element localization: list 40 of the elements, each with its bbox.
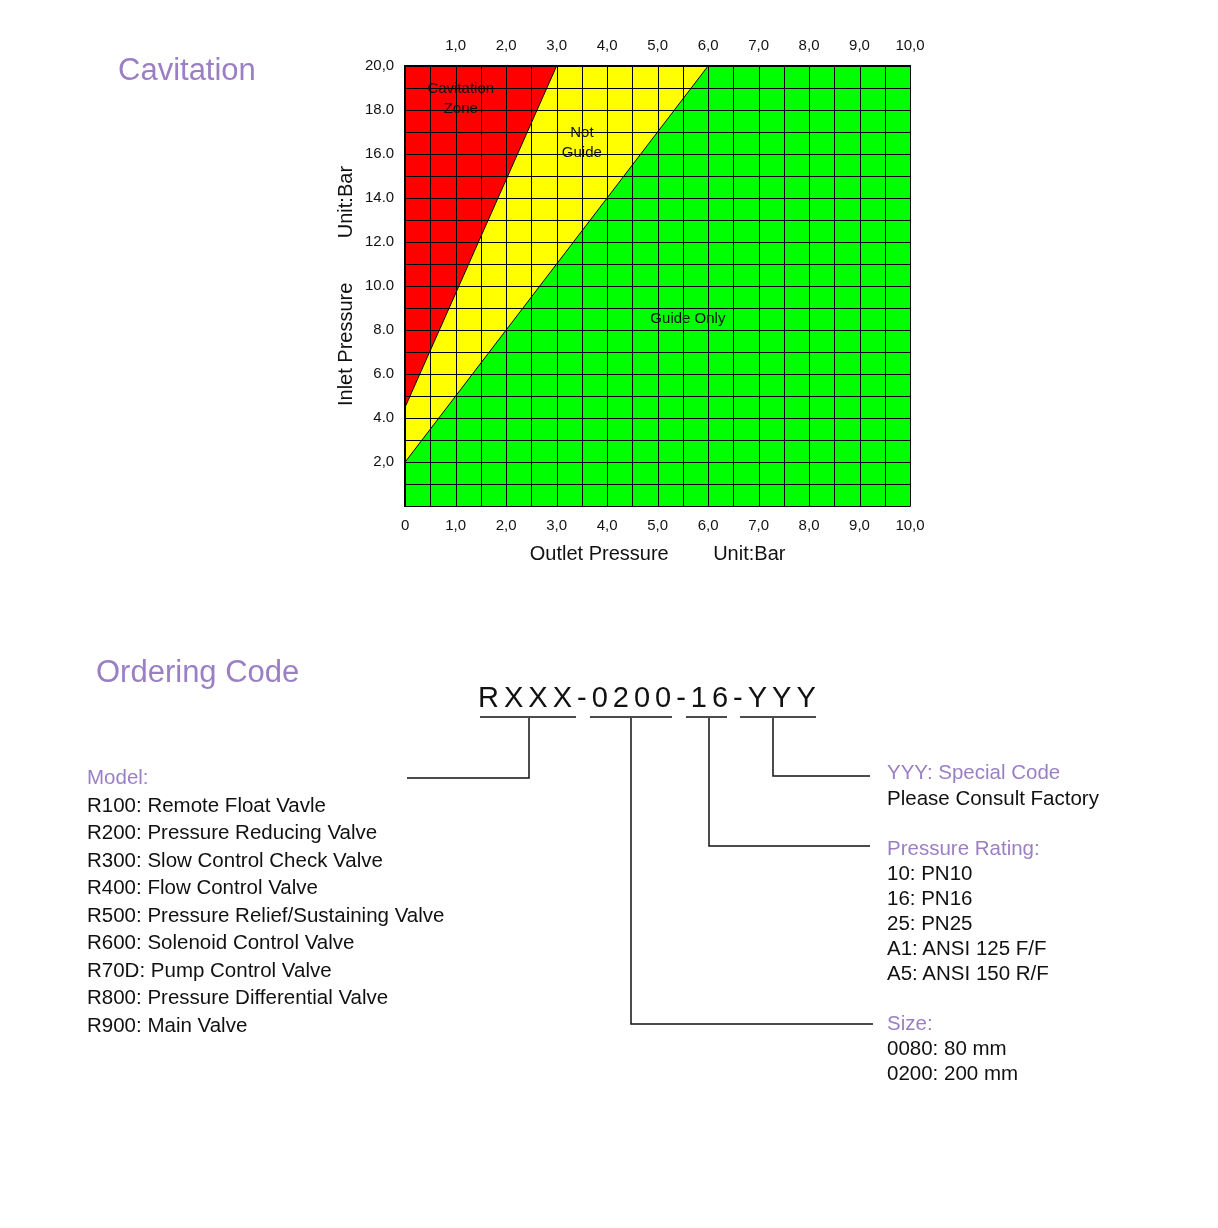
x-tick-label: 2,0	[495, 516, 517, 534]
y-tick-label: 14.0	[364, 188, 395, 206]
text: Size: 0080: 80 mm 0200: 200 mm	[887, 1010, 1019, 1085]
x2-tick-label: 10,0	[895, 36, 925, 54]
y-tick-label: 10.0	[364, 276, 395, 294]
x-tick-label: 8,0	[798, 516, 820, 534]
x2-tick-label: 6,0	[697, 36, 719, 54]
x-tick-label: 9,0	[849, 516, 870, 534]
y-tick-label: 12.0	[364, 232, 395, 250]
x2-tick-label: 4,0	[596, 36, 618, 54]
y-tick-label: 20,0	[364, 56, 395, 74]
text: Ordering Code	[96, 654, 300, 690]
y-tick-label: 16.0	[364, 144, 395, 162]
text: RXXX-0200-16-YYY	[478, 680, 821, 714]
y-tick-label: 18.0	[364, 100, 395, 118]
x-tick-label: 3,0	[546, 516, 568, 534]
x2-tick-label: 3,0	[546, 36, 568, 54]
y-tick-label: 8.0	[373, 320, 395, 338]
x2-tick-label: 7,0	[748, 36, 769, 54]
y-tick-label: 2,0	[373, 452, 395, 470]
x2-tick-label: 2,0	[495, 36, 517, 54]
x2-tick-label: 9,0	[849, 36, 870, 54]
x-tick-label: 4,0	[596, 516, 618, 534]
text: Pressure Rating: 10: PN10 16: PN16 25: PN25 A1: ANSI 125 F/F A5: ANSI 150 R/F	[887, 835, 1049, 985]
text: Model: R100: Remote Float Vavle R200: Pressure Reducing Valve R300: Slow Control Check Valve R400: Flow Control Valve R500: Pressure Relief/Sustaining Valve R600: Solenoid Control Valve R70D: Pump Control Valve R800: Pressure Differential Valve R900: Main Valve	[87, 765, 445, 1036]
x-axis-title: Outlet Pressure Unit:Bar	[529, 541, 786, 564]
x-tick-label: 0	[401, 516, 410, 534]
x-tick-label: 7,0	[748, 516, 769, 534]
y-tick-label: 6.0	[373, 364, 395, 382]
y-axis-title: Inlet Pressure Unit:Bar	[333, 165, 356, 407]
x2-tick-label: 1,0	[445, 36, 467, 54]
chart-title: Cavitation	[118, 52, 256, 88]
x2-tick-label: 8,0	[798, 36, 820, 54]
y-tick-label: 4.0	[373, 408, 395, 426]
x-tick-label: 6,0	[697, 516, 719, 534]
x-tick-label: 10,0	[895, 516, 925, 534]
x2-tick-label: 5,0	[647, 36, 669, 54]
x-tick-label: 1,0	[445, 516, 467, 534]
x-tick-label: 5,0	[647, 516, 669, 534]
text: YYY: Special Code Please Consult Factory	[887, 759, 1099, 811]
